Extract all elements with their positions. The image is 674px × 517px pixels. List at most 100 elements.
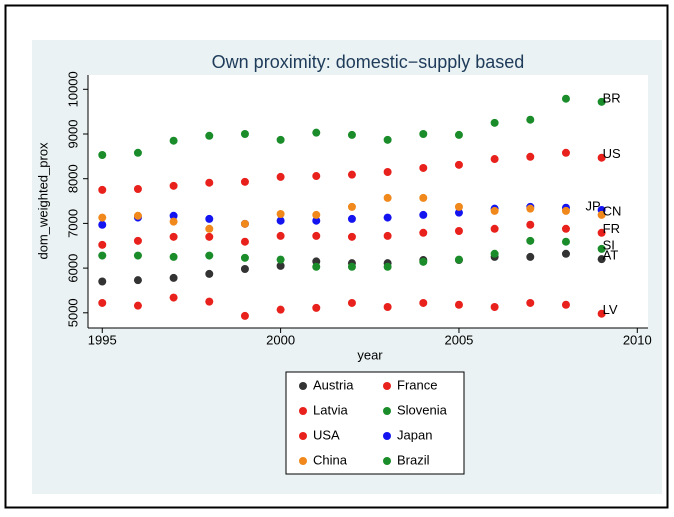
point	[383, 167, 392, 176]
point	[205, 269, 214, 278]
y-tick-label: 8000	[65, 164, 80, 193]
point	[169, 232, 178, 241]
point	[98, 185, 107, 194]
point	[561, 300, 570, 309]
point	[383, 231, 392, 240]
point	[240, 311, 249, 320]
point-label: FR	[603, 221, 620, 236]
point	[169, 136, 178, 145]
point	[312, 172, 321, 181]
point	[312, 216, 321, 225]
point	[526, 204, 535, 213]
point	[169, 181, 178, 190]
point	[98, 251, 107, 260]
point	[240, 237, 249, 246]
point	[240, 253, 249, 262]
plot-region	[88, 75, 648, 328]
point	[240, 130, 249, 139]
legend-marker	[299, 382, 307, 390]
point	[240, 219, 249, 228]
point	[98, 277, 107, 286]
legend-label: France	[397, 377, 437, 392]
point	[561, 206, 570, 215]
point	[561, 94, 570, 103]
point	[205, 178, 214, 187]
point	[419, 193, 428, 202]
legend-marker	[299, 457, 307, 465]
point	[133, 236, 142, 245]
point	[276, 172, 285, 181]
point	[133, 148, 142, 157]
point	[169, 211, 178, 220]
point-label: US	[603, 146, 621, 161]
point	[169, 252, 178, 261]
point	[561, 237, 570, 246]
point	[526, 252, 535, 261]
y-axis-title: dom_weighted_prox	[35, 142, 50, 260]
point	[276, 135, 285, 144]
point-label: JP	[585, 198, 600, 213]
point	[276, 216, 285, 225]
point	[133, 301, 142, 310]
point	[312, 210, 321, 219]
x-tick-label: 2010	[623, 332, 652, 347]
point	[383, 193, 392, 202]
y-tick-label: 9000	[65, 120, 80, 149]
point	[383, 302, 392, 311]
point	[98, 220, 107, 229]
legend-marker	[383, 382, 391, 390]
legend-marker	[299, 432, 307, 440]
point	[347, 130, 356, 139]
point	[561, 148, 570, 157]
point	[419, 130, 428, 139]
point	[133, 184, 142, 193]
point	[383, 213, 392, 222]
point	[526, 152, 535, 161]
point	[205, 297, 214, 306]
point	[205, 251, 214, 260]
point	[169, 293, 178, 302]
point	[276, 305, 285, 314]
point	[419, 210, 428, 219]
point	[454, 300, 463, 309]
y-tick-label: 6000	[65, 254, 80, 283]
point	[276, 210, 285, 219]
x-tick-label: 2005	[444, 332, 473, 347]
point	[347, 232, 356, 241]
point	[312, 128, 321, 137]
point	[454, 130, 463, 139]
point-label: SI	[603, 237, 615, 252]
legend-label: Japan	[397, 427, 432, 442]
x-tick-label: 2000	[266, 332, 295, 347]
y-tick-label: 5000	[65, 298, 80, 327]
point	[490, 302, 499, 311]
point	[454, 227, 463, 236]
point	[419, 298, 428, 307]
point	[133, 211, 142, 220]
legend-label: Brazil	[397, 452, 430, 467]
point	[419, 257, 428, 266]
x-axis-title: year	[357, 347, 383, 362]
point	[169, 217, 178, 226]
point	[205, 214, 214, 223]
legend	[285, 371, 465, 475]
legend-marker	[383, 457, 391, 465]
point	[526, 298, 535, 307]
point	[276, 255, 285, 264]
point	[347, 262, 356, 271]
point	[312, 231, 321, 240]
point	[419, 228, 428, 237]
point	[419, 163, 428, 172]
point	[98, 151, 107, 160]
point	[383, 262, 392, 271]
point	[347, 298, 356, 307]
point	[312, 303, 321, 312]
point	[454, 202, 463, 211]
point	[240, 177, 249, 186]
point	[526, 236, 535, 245]
point	[597, 153, 606, 162]
legend-label: Latvia	[313, 402, 348, 417]
chart-title: Own proximity: domestic−supply based	[212, 52, 525, 72]
legend-label: USA	[313, 427, 340, 442]
point-label: BR	[603, 90, 621, 105]
